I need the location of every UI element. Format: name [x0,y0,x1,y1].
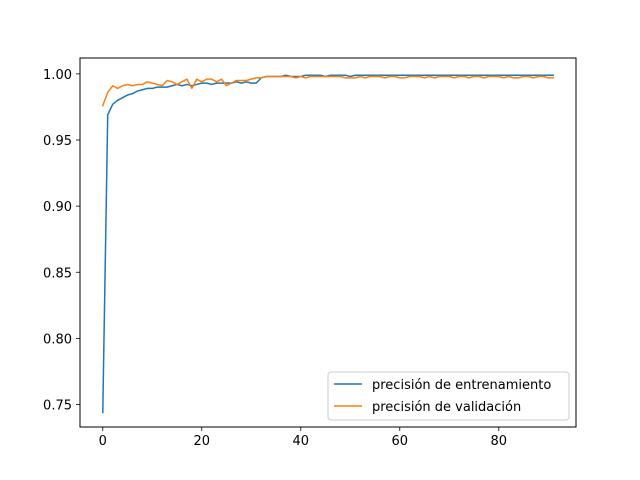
legend-label-train: precisión de entrenamiento [372,378,551,393]
x-tick-label: 80 [491,434,508,449]
plot-frame [79,57,577,428]
series-line-val [101,75,554,107]
y-tick-label: 0.80 [43,332,72,347]
plot-area [80,58,576,427]
legend-label-val: precisión de validación [372,400,521,415]
series-layer [101,74,554,414]
x-tick-label: 0 [99,434,107,449]
y-tick-label: 0.95 [43,134,72,149]
x-tick-label: 20 [193,434,210,449]
x-tick-label: 60 [392,434,409,449]
axes-layer [79,57,577,428]
y-axis: 0.75 0.80 0.85 0.90 0.95 1.00 [43,68,80,414]
x-axis: 0 20 40 60 80 [99,427,507,449]
legend-box [327,371,570,421]
legend: precisión de entrenamiento precisión de … [327,371,570,421]
y-tick-label: 0.85 [43,266,72,281]
y-tick-label: 1.00 [43,68,72,83]
y-tick-label: 0.75 [43,399,72,414]
x-tick-label: 40 [293,434,310,449]
y-tick-label: 0.90 [43,200,72,215]
